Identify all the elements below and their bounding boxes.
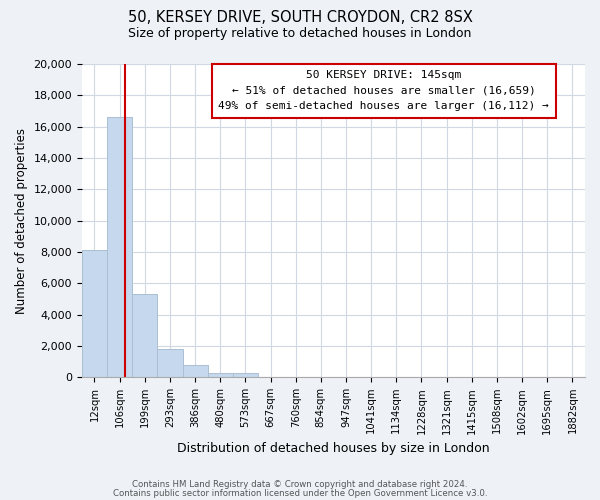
Text: 50, KERSEY DRIVE, SOUTH CROYDON, CR2 8SX: 50, KERSEY DRIVE, SOUTH CROYDON, CR2 8SX <box>128 10 472 25</box>
Bar <box>182 366 208 377</box>
X-axis label: Distribution of detached houses by size in London: Distribution of detached houses by size … <box>177 442 490 455</box>
Text: Contains HM Land Registry data © Crown copyright and database right 2024.: Contains HM Land Registry data © Crown c… <box>132 480 468 489</box>
Bar <box>208 373 233 377</box>
Text: 50 KERSEY DRIVE: 145sqm
← 51% of detached houses are smaller (16,659)
49% of sem: 50 KERSEY DRIVE: 145sqm ← 51% of detache… <box>218 70 549 112</box>
Bar <box>233 373 258 377</box>
Bar <box>157 349 182 377</box>
Bar <box>132 294 157 377</box>
Bar <box>107 117 132 377</box>
Y-axis label: Number of detached properties: Number of detached properties <box>15 128 28 314</box>
Text: Contains public sector information licensed under the Open Government Licence v3: Contains public sector information licen… <box>113 489 487 498</box>
Bar <box>82 250 107 377</box>
Text: Size of property relative to detached houses in London: Size of property relative to detached ho… <box>128 28 472 40</box>
